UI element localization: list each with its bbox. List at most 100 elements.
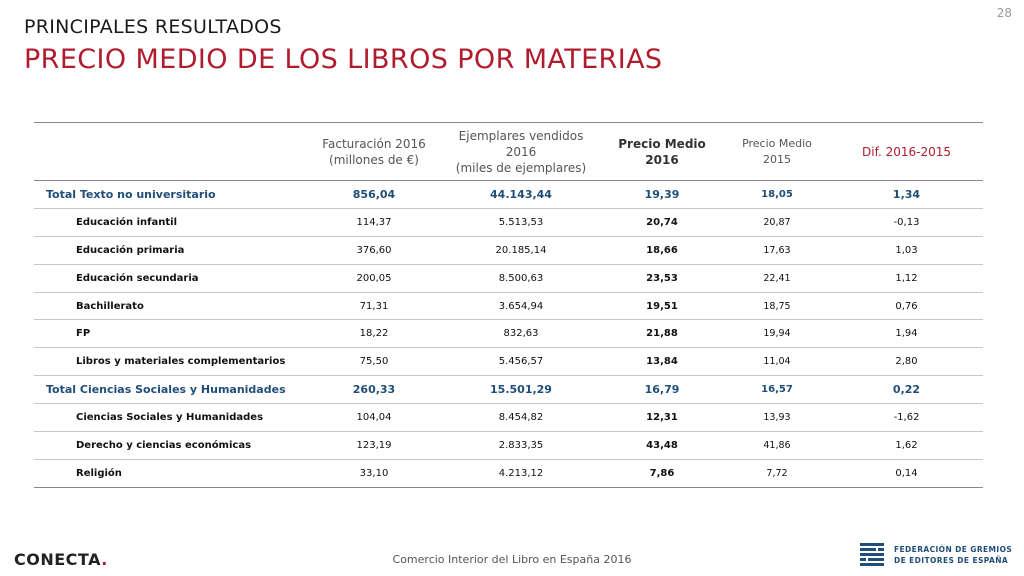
cell-precio-2015: 18,75: [724, 292, 830, 321]
header-precio-2015: Precio Medio 2015: [724, 122, 830, 181]
table-row: Educación secundaria 200,05 8.500,63 23,…: [34, 264, 983, 293]
cell-facturacion: 376,60: [306, 236, 442, 265]
cell-ejemplares: 8.454,82: [442, 403, 600, 433]
fge-logo-line1: FEDERACIÓN DE GREMIOS: [894, 545, 1013, 554]
cell-facturacion: 200,05: [306, 264, 442, 293]
results-table: Facturación 2016 (millones de €) Ejempla…: [34, 122, 983, 488]
header-empty: [34, 122, 306, 181]
cell-precio-2015: 16,57: [724, 375, 830, 405]
conecta-logo: CONECTA.: [14, 550, 108, 569]
cell-facturacion: 123,19: [306, 431, 442, 460]
table-row-total: Total Ciencias Sociales y Humanidades 26…: [34, 375, 983, 405]
cell-facturacion: 18,22: [306, 319, 442, 349]
cell-precio-2016: 20,74: [600, 208, 724, 237]
cell-dif: -1,62: [830, 403, 983, 433]
cell-facturacion: 104,04: [306, 403, 442, 433]
row-label: FP: [34, 319, 306, 349]
row-label: Ciencias Sociales y Humanidades: [34, 403, 306, 433]
cell-dif: 0,76: [830, 292, 983, 321]
row-label: Educación secundaria: [34, 264, 306, 293]
cell-dif: 1,03: [830, 236, 983, 265]
row-label: Educación primaria: [34, 236, 306, 265]
cell-ejemplares: 3.654,94: [442, 292, 600, 321]
cell-facturacion: 75,50: [306, 347, 442, 377]
cell-ejemplares: 2.833,35: [442, 431, 600, 460]
cell-dif: 1,34: [830, 180, 983, 209]
cell-precio-2016: 23,53: [600, 264, 724, 293]
table-row: FP 18,22 832,63 21,88 19,94 1,94: [34, 319, 983, 349]
cell-precio-2015: 13,93: [724, 403, 830, 433]
row-label: Total Texto no universitario: [34, 180, 306, 209]
header-facturacion-line2: (millones de €): [329, 152, 419, 167]
header-dif: Dif. 2016-2015: [830, 122, 983, 181]
section-title: PRINCIPALES RESULTADOS: [24, 16, 282, 38]
conecta-logo-dot: .: [101, 550, 108, 569]
fge-logo-text: FEDERACIÓN DE GREMIOS DE EDITORES DE ESP…: [894, 544, 1012, 566]
cell-dif: 1,94: [830, 319, 983, 349]
cell-precio-2016: 19,51: [600, 292, 724, 321]
cell-precio-2015: 20,87: [724, 208, 830, 237]
cell-ejemplares: 20.185,14: [442, 236, 600, 265]
cell-dif: -0,13: [830, 208, 983, 237]
cell-precio-2016: 21,88: [600, 319, 724, 349]
header-facturacion: Facturación 2016 (millones de €): [306, 122, 442, 181]
header-ejemplares-line1: Ejemplares vendidos 2016: [458, 128, 584, 159]
cell-precio-2015: 19,94: [724, 319, 830, 349]
cell-dif: 2,80: [830, 347, 983, 377]
cell-dif: 1,62: [830, 431, 983, 460]
header-precio-2015-line1: Precio Medio: [742, 136, 812, 150]
row-label: Religión: [34, 459, 306, 488]
table-row: Bachillerato 71,31 3.654,94 19,51 18,75 …: [34, 292, 983, 321]
cell-precio-2015: 18,05: [724, 180, 830, 209]
row-label: Total Ciencias Sociales y Humanidades: [34, 375, 306, 405]
cell-precio-2015: 22,41: [724, 264, 830, 293]
row-label: Libros y materiales complementarios: [34, 347, 306, 377]
header-precio-2016-line2: 2016: [645, 152, 679, 167]
cell-precio-2015: 11,04: [724, 347, 830, 377]
header-ejemplares-line2: (miles de ejemplares): [455, 160, 587, 175]
header-ejemplares: Ejemplares vendidos 2016 (miles de ejemp…: [442, 122, 600, 181]
cell-ejemplares: 5.456,57: [442, 347, 600, 377]
cell-dif: 1,12: [830, 264, 983, 293]
cell-dif: 0,14: [830, 459, 983, 488]
cell-precio-2016: 7,86: [600, 459, 724, 488]
fge-logo-line2: DE EDITORES DE ESPAÑA: [894, 556, 1009, 565]
header-precio-2016-line1: Precio Medio: [618, 136, 706, 151]
cell-facturacion: 71,31: [306, 292, 442, 321]
table-row: Educación primaria 376,60 20.185,14 18,6…: [34, 236, 983, 265]
cell-precio-2016: 12,31: [600, 403, 724, 433]
cell-facturacion: 856,04: [306, 180, 442, 209]
cell-precio-2016: 16,79: [600, 375, 724, 405]
page-number: 28: [996, 6, 1012, 20]
row-label: Bachillerato: [34, 292, 306, 321]
page-title: PRECIO MEDIO DE LOS LIBROS POR MATERIAS: [24, 44, 663, 75]
cell-precio-2015: 17,63: [724, 236, 830, 265]
cell-precio-2015: 7,72: [724, 459, 830, 488]
fge-emblem-icon: [858, 540, 886, 568]
cell-precio-2016: 13,84: [600, 347, 724, 377]
table-row: Educación infantil 114,37 5.513,53 20,74…: [34, 208, 983, 237]
cell-ejemplares: 15.501,29: [442, 375, 600, 405]
table-row: Libros y materiales complementarios 75,5…: [34, 347, 983, 377]
cell-ejemplares: 44.143,44: [442, 180, 600, 209]
row-label: Educación infantil: [34, 208, 306, 237]
cell-ejemplares: 8.500,63: [442, 264, 600, 293]
cell-precio-2015: 41,86: [724, 431, 830, 460]
table-row: Derecho y ciencias económicas 123,19 2.8…: [34, 431, 983, 460]
conecta-logo-text: CONECTA: [14, 550, 102, 569]
header-facturacion-line1: Facturación 2016: [322, 136, 426, 151]
table-row: Religión 33,10 4.213,12 7,86 7,72 0,14: [34, 459, 983, 488]
header-precio-2016: Precio Medio 2016: [600, 122, 724, 181]
cell-ejemplares: 832,63: [442, 319, 600, 349]
cell-ejemplares: 4.213,12: [442, 459, 600, 488]
cell-facturacion: 260,33: [306, 375, 442, 405]
fge-logo: FEDERACIÓN DE GREMIOS DE EDITORES DE ESP…: [858, 540, 1018, 570]
table-row: Ciencias Sociales y Humanidades 104,04 8…: [34, 403, 983, 433]
cell-precio-2016: 18,66: [600, 236, 724, 265]
header-precio-2015-line2: 2015: [763, 152, 791, 166]
cell-ejemplares: 5.513,53: [442, 208, 600, 237]
table-row-total: Total Texto no universitario 856,04 44.1…: [34, 180, 983, 209]
cell-precio-2016: 19,39: [600, 180, 724, 209]
cell-facturacion: 114,37: [306, 208, 442, 237]
row-label: Derecho y ciencias económicas: [34, 431, 306, 460]
